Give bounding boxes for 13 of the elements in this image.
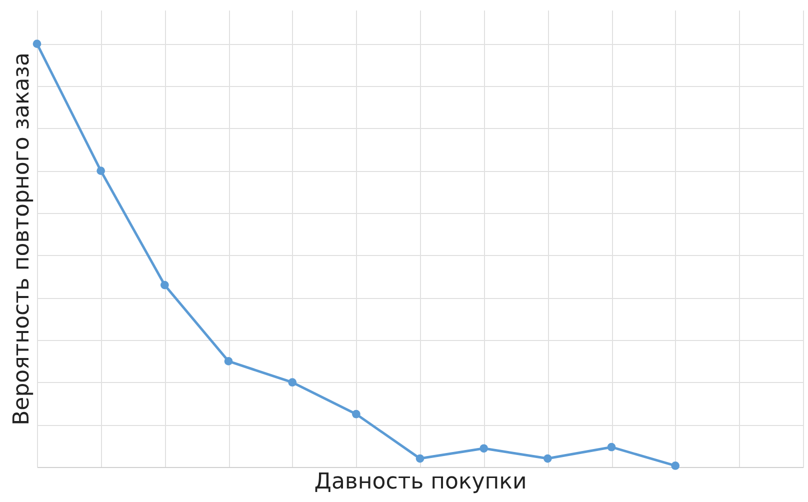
- point: [32, 40, 42, 48]
- point: [480, 444, 488, 453]
- point: [160, 280, 169, 290]
- point: [288, 378, 297, 387]
- point: [607, 442, 616, 452]
- x-axis-title: Давность покупки: [314, 470, 527, 494]
- point: [224, 357, 233, 366]
- y-axis-title: Вероятность повторного заказа: [10, 52, 34, 426]
- point: [543, 454, 552, 463]
- point: [671, 462, 680, 470]
- point: [96, 166, 106, 175]
- point: [352, 410, 360, 418]
- point: [416, 454, 424, 463]
